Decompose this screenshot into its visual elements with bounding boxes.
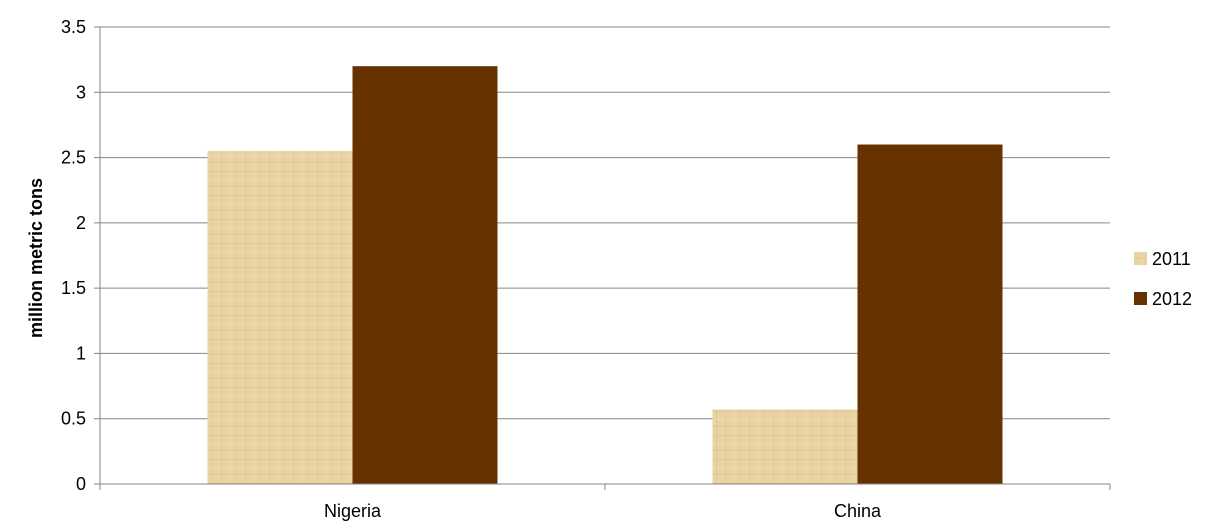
axes — [94, 26, 1111, 490]
bars — [207, 66, 1003, 485]
y-tick-label: 1.5 — [61, 278, 86, 298]
legend-label: 2012 — [1152, 289, 1192, 309]
x-tick-label: Nigeria — [324, 501, 382, 521]
tick-labels: 0 0.5 1 1.5 2 2.5 3 3.5 Nigeria China — [61, 17, 882, 521]
y-tick-label: 2.5 — [61, 148, 86, 168]
legend: 2011 2012 — [1134, 249, 1192, 309]
legend-swatch-2011 — [1134, 252, 1147, 265]
legend-swatch-2012 — [1134, 292, 1147, 305]
bar-2011-china — [712, 409, 858, 484]
bar-2012-nigeria — [352, 66, 498, 485]
bar-2011-nigeria — [207, 151, 353, 485]
y-tick-label: 3 — [76, 82, 86, 102]
y-tick-label: 3.5 — [61, 17, 86, 37]
y-tick-label: 0.5 — [61, 409, 86, 429]
y-axis-title: million metric tons — [26, 178, 46, 338]
y-tick-label: 1 — [76, 343, 86, 363]
y-tick-label: 0 — [76, 474, 86, 494]
x-tick-label: China — [834, 501, 882, 521]
legend-label: 2011 — [1152, 249, 1191, 269]
y-tick-label: 2 — [76, 213, 86, 233]
bar-2012-china — [857, 144, 1003, 484]
